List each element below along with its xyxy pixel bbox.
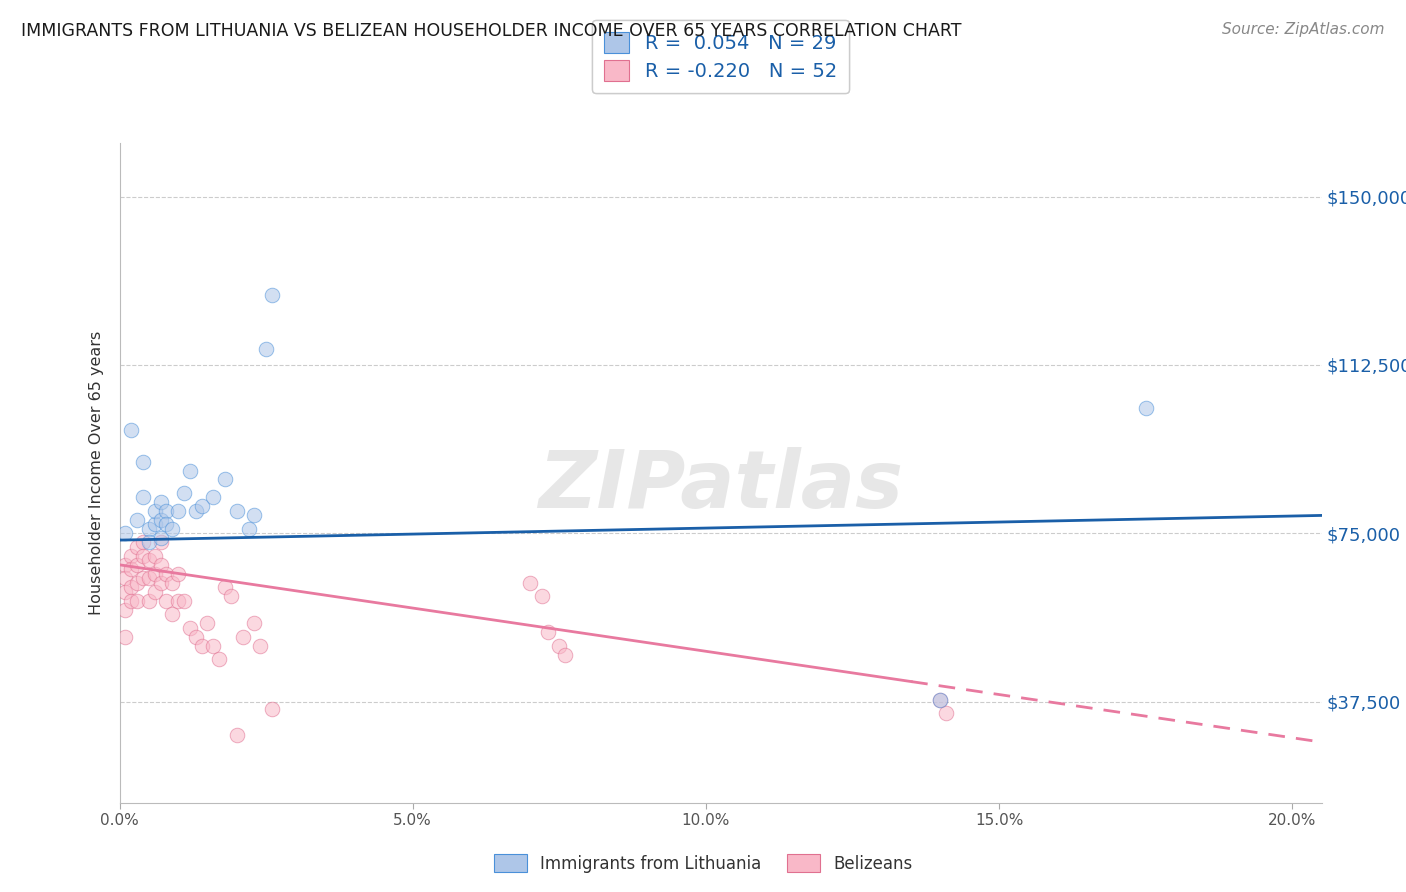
Point [548, 639, 571, 653]
Point [114, 603, 136, 617]
Point [114, 558, 136, 572]
Point [167, 593, 190, 607]
Point [173, 486, 195, 500]
Text: Source: ZipAtlas.com: Source: ZipAtlas.com [1222, 22, 1385, 37]
Point [149, 513, 172, 527]
Point [155, 517, 177, 532]
Point [249, 639, 271, 653]
Point [554, 648, 576, 662]
Point [120, 562, 142, 576]
Point [184, 504, 207, 518]
Point [132, 454, 155, 468]
Point [138, 593, 160, 607]
Point [214, 473, 236, 487]
Point [149, 575, 172, 590]
Point [260, 701, 283, 715]
Point [238, 522, 260, 536]
Point [155, 566, 177, 581]
Point [243, 616, 266, 631]
Point [120, 580, 142, 594]
Point [155, 593, 177, 607]
Point [162, 522, 184, 536]
Point [143, 504, 166, 518]
Point [127, 540, 149, 554]
Point [143, 517, 166, 532]
Point [219, 589, 242, 603]
Point [138, 571, 160, 585]
Point [143, 549, 166, 563]
Point [155, 504, 177, 518]
Point [143, 584, 166, 599]
Point [208, 652, 231, 666]
Point [132, 571, 155, 585]
Point [162, 575, 184, 590]
Text: ZIPatlas: ZIPatlas [538, 447, 903, 525]
Point [120, 549, 142, 563]
Point [132, 549, 155, 563]
Legend: Immigrants from Lithuania, Belizeans: Immigrants from Lithuania, Belizeans [486, 847, 920, 880]
Point [536, 625, 558, 640]
Point [138, 535, 160, 549]
Point [202, 639, 225, 653]
Point [149, 535, 172, 549]
Point [114, 630, 136, 644]
Point [214, 580, 236, 594]
Legend: R =  0.054   N = 29, R = -0.220   N = 52: R = 0.054 N = 29, R = -0.220 N = 52 [592, 21, 849, 93]
Point [243, 508, 266, 523]
Point [225, 504, 247, 518]
Point [190, 639, 212, 653]
Point [149, 558, 172, 572]
Point [149, 531, 172, 545]
Point [149, 495, 172, 509]
Point [202, 491, 225, 505]
Point [929, 692, 952, 706]
Point [114, 584, 136, 599]
Text: IMMIGRANTS FROM LITHUANIA VS BELIZEAN HOUSEHOLDER INCOME OVER 65 YEARS CORRELATI: IMMIGRANTS FROM LITHUANIA VS BELIZEAN HO… [21, 22, 962, 40]
Point [167, 504, 190, 518]
Point [138, 522, 160, 536]
Point [143, 566, 166, 581]
Point [197, 616, 219, 631]
Point [120, 423, 142, 437]
Point [519, 575, 541, 590]
Point [260, 288, 283, 302]
Point [173, 593, 195, 607]
Point [225, 728, 247, 742]
Point [254, 343, 277, 357]
Point [127, 558, 149, 572]
Point [190, 500, 212, 514]
Point [167, 566, 190, 581]
Point [120, 593, 142, 607]
Point [179, 463, 201, 477]
Point [929, 692, 952, 706]
Point [127, 575, 149, 590]
Point [184, 630, 207, 644]
Point [132, 535, 155, 549]
Point [162, 607, 184, 622]
Point [114, 571, 136, 585]
Point [1135, 401, 1157, 415]
Point [935, 706, 957, 720]
Point [138, 553, 160, 567]
Point [530, 589, 553, 603]
Y-axis label: Householder Income Over 65 years: Householder Income Over 65 years [89, 331, 104, 615]
Point [127, 593, 149, 607]
Point [132, 491, 155, 505]
Point [232, 630, 254, 644]
Point [179, 621, 201, 635]
Point [127, 513, 149, 527]
Point [114, 526, 136, 541]
